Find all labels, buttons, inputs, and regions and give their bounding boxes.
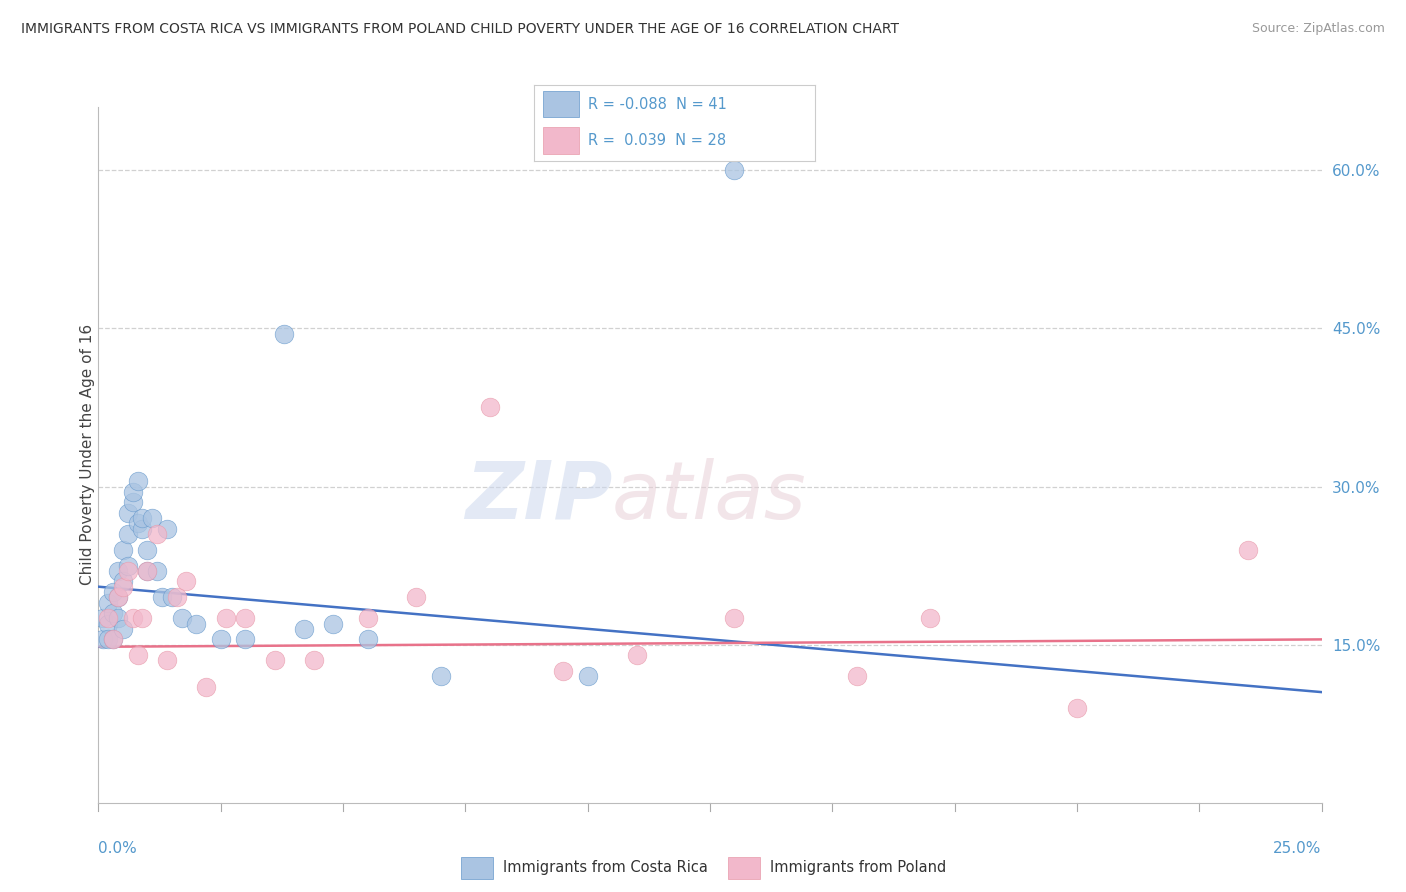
Point: [478, 401, 501, 415]
Point: [97, 616, 120, 631]
Point: [131, 522, 153, 536]
Text: Immigrants from Costa Rica: Immigrants from Costa Rica: [503, 860, 709, 875]
Point: [101, 632, 124, 647]
Text: 0.0%: 0.0%: [98, 841, 138, 856]
Point: [91, 632, 114, 647]
Point: [131, 611, 153, 625]
Point: [117, 558, 139, 573]
Point: [127, 516, 149, 531]
Point: [117, 527, 139, 541]
Point: [121, 611, 143, 625]
Point: [150, 591, 173, 605]
Point: [101, 606, 124, 620]
Point: [209, 632, 232, 647]
Point: [107, 611, 129, 625]
Point: [405, 591, 427, 605]
Text: 25.0%: 25.0%: [1274, 841, 1322, 856]
Text: R = -0.088  N = 41: R = -0.088 N = 41: [588, 96, 727, 112]
Point: [920, 611, 942, 625]
Point: [553, 664, 575, 678]
Point: [97, 611, 120, 625]
Point: [356, 611, 378, 625]
Y-axis label: Child Poverty Under the Age of 16: Child Poverty Under the Age of 16: [80, 325, 94, 585]
Text: Source: ZipAtlas.com: Source: ZipAtlas.com: [1251, 22, 1385, 36]
Point: [146, 527, 169, 541]
Point: [1237, 542, 1260, 557]
Point: [166, 591, 188, 605]
Point: [430, 669, 453, 683]
Point: [111, 622, 134, 636]
Point: [121, 484, 143, 499]
Point: [156, 522, 179, 536]
Point: [101, 585, 124, 599]
Point: [322, 616, 344, 631]
Bar: [543, 91, 579, 118]
Text: ZIP: ZIP: [465, 458, 612, 536]
Point: [186, 616, 208, 631]
Point: [97, 595, 120, 609]
Point: [273, 326, 295, 341]
Point: [214, 611, 236, 625]
Point: [117, 564, 139, 578]
Point: [195, 680, 218, 694]
Point: [141, 511, 163, 525]
Bar: [728, 856, 759, 879]
Bar: [461, 856, 492, 879]
Point: [91, 611, 114, 625]
Point: [117, 506, 139, 520]
Point: [170, 611, 193, 625]
Point: [127, 475, 149, 489]
Point: [127, 648, 149, 663]
Point: [160, 591, 183, 605]
Bar: [543, 128, 579, 153]
Point: [233, 632, 256, 647]
Point: [131, 511, 153, 525]
Text: IMMIGRANTS FROM COSTA RICA VS IMMIGRANTS FROM POLAND CHILD POVERTY UNDER THE AGE: IMMIGRANTS FROM COSTA RICA VS IMMIGRANTS…: [21, 22, 898, 37]
Point: [101, 632, 124, 647]
Point: [302, 653, 325, 667]
Point: [263, 653, 285, 667]
Point: [107, 564, 129, 578]
Point: [97, 632, 120, 647]
Point: [156, 653, 179, 667]
Point: [146, 564, 169, 578]
Point: [292, 622, 315, 636]
Point: [121, 495, 143, 509]
Point: [723, 163, 745, 178]
Text: R =  0.039  N = 28: R = 0.039 N = 28: [588, 133, 725, 148]
Text: atlas: atlas: [612, 458, 807, 536]
Point: [136, 564, 159, 578]
Point: [111, 542, 134, 557]
Point: [107, 591, 129, 605]
Point: [723, 611, 745, 625]
Point: [107, 591, 129, 605]
Point: [136, 542, 159, 557]
Point: [111, 574, 134, 589]
Point: [111, 580, 134, 594]
Point: [576, 669, 599, 683]
Point: [356, 632, 378, 647]
Point: [233, 611, 256, 625]
Point: [176, 574, 198, 589]
Text: Immigrants from Poland: Immigrants from Poland: [770, 860, 946, 875]
Point: [1066, 701, 1088, 715]
Point: [845, 669, 868, 683]
Point: [626, 648, 648, 663]
Point: [136, 564, 159, 578]
